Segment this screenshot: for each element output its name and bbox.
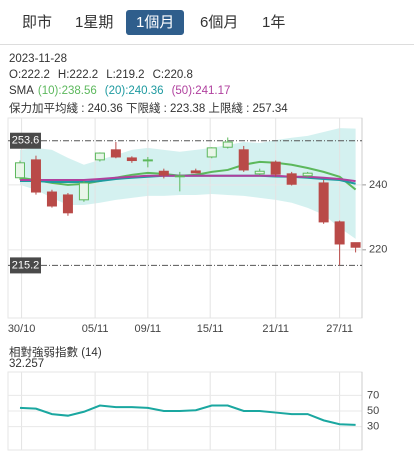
candle-body (62, 194, 73, 214)
x-tick-label: 30/10 (8, 323, 36, 335)
candle-body (206, 147, 217, 158)
x-tick-label: 15/11 (197, 323, 224, 335)
candle-body (286, 173, 297, 185)
y-tick-label: 30 (367, 421, 379, 433)
x-tick-label: 27/11 (326, 323, 353, 335)
candle-body (126, 157, 137, 162)
tab[interactable]: 1個月 (126, 10, 185, 35)
candle-body (158, 170, 169, 176)
candle-body (190, 170, 201, 174)
x-tick-label: 05/11 (82, 323, 109, 335)
level-label: 215.2 (12, 259, 40, 271)
date: 2023-11-28 (9, 53, 67, 65)
candle-body (254, 170, 265, 175)
sma-line (19, 174, 356, 183)
legend-entry: (50):241.17 (171, 85, 231, 97)
candle-body (334, 221, 345, 245)
candle-body (46, 191, 57, 207)
level-label: 253.6 (12, 135, 40, 147)
band-legend: 保力加平均綫 : 240.36 下限綫 : 223.38 上限綫 : 257.3… (9, 103, 288, 115)
ohlc-value: H:222.2 (57, 69, 99, 81)
candle-body (222, 141, 233, 148)
legend-entry: (10):238.56 (37, 85, 97, 97)
level-box (10, 132, 41, 149)
candle-body (142, 159, 153, 162)
ohlc-row: O:222.2 H:222.2 L:219.2 C:220.8 (9, 69, 201, 81)
level-box (10, 257, 41, 274)
candle-body (94, 152, 105, 161)
candle-body (110, 149, 121, 158)
y-tick-label: 50 (367, 405, 379, 417)
candle-body (302, 172, 313, 177)
rsi-line (19, 404, 356, 426)
ohlc-value: L:219.2 (106, 69, 145, 81)
candle-body (78, 182, 89, 201)
candle-body (350, 242, 361, 248)
candle-body (174, 175, 185, 178)
rsi-value: 32.257 (9, 358, 45, 370)
sma-label: SMA (9, 85, 34, 97)
legend-entry: (20):240.36 (104, 85, 164, 97)
ohlc-value: O:222.2 (9, 69, 50, 81)
x-tick-label: 21/11 (262, 323, 289, 335)
tab[interactable]: 6個月 (200, 14, 239, 31)
y-tick-label: 240 (369, 179, 387, 191)
candle-body (30, 159, 41, 193)
y-tick-label: 220 (369, 244, 387, 256)
sma-legend: SMA (10):238.56 (20):240.36 (50):241.17 (9, 85, 238, 97)
tab[interactable]: 1年 (262, 14, 286, 31)
candle-body (318, 182, 329, 223)
ohlc-value: C:220.8 (152, 69, 193, 81)
tab[interactable]: 1星期 (75, 14, 114, 31)
candle-body (238, 149, 249, 171)
y-tick-label: 70 (367, 389, 379, 401)
bollinger-band (19, 128, 356, 239)
x-tick-label: 09/11 (134, 323, 161, 335)
tab-bar: 即市 1星期 1個月 6個月 1年 (0, 0, 414, 45)
rsi-title: 相對強弱指數 (14) (9, 347, 102, 359)
candle-body (270, 161, 281, 175)
candle-body (14, 162, 25, 179)
tab[interactable]: 即市 (22, 14, 53, 31)
